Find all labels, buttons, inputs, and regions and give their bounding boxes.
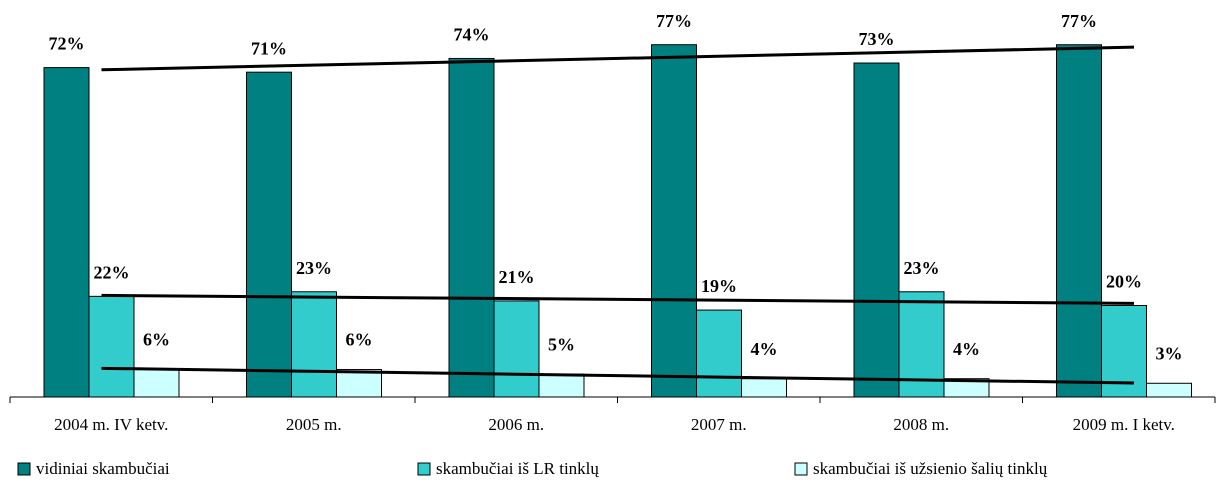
bar: [493, 300, 540, 398]
bar: [133, 369, 180, 398]
data-label: 21%: [499, 267, 535, 287]
x-tick-label: 2005 m.: [286, 415, 342, 434]
data-label: 20%: [1106, 272, 1142, 292]
bar: [1146, 382, 1192, 398]
bar: [43, 67, 90, 398]
data-label: 6%: [143, 330, 170, 350]
bar: [291, 291, 337, 398]
bar: [246, 71, 292, 398]
data-label: 23%: [296, 258, 332, 278]
trend-line: [101, 45, 1135, 72]
data-label: 3%: [1156, 343, 1183, 363]
legend-label: skambučiai iš užsienio šalių tinklų: [813, 459, 1048, 478]
legend-label: vidiniai skambučiai: [36, 459, 170, 478]
data-label: 77%: [656, 11, 692, 31]
x-tick-label: 2008 m.: [893, 415, 949, 434]
data-label: 19%: [701, 276, 737, 296]
legend-swatch: [794, 462, 808, 476]
bar: [651, 44, 697, 398]
bar: [1056, 44, 1102, 398]
data-label: 23%: [904, 258, 940, 278]
data-label: 72%: [49, 34, 85, 54]
data-label: 5%: [548, 334, 575, 354]
data-label: 71%: [251, 38, 287, 58]
data-label: 73%: [859, 29, 895, 49]
data-label: 6%: [346, 330, 373, 350]
data-label: 77%: [1061, 11, 1097, 31]
data-label: 4%: [953, 339, 980, 359]
data-label: 74%: [454, 25, 490, 45]
trend-line: [101, 366, 1135, 385]
x-tick-label: 2004 m. IV ketv.: [54, 415, 168, 434]
bar: [538, 373, 585, 398]
bar: [696, 309, 742, 398]
x-tick-label: 2006 m.: [488, 415, 544, 434]
legend-label: skambučiai iš LR tinklų: [436, 459, 599, 478]
legend-swatch: [417, 462, 431, 476]
bar: [741, 378, 787, 398]
legend-swatch: [17, 462, 31, 476]
data-label: 22%: [94, 262, 130, 282]
bar: [853, 62, 900, 398]
bar: [448, 57, 495, 398]
x-tick-label: 2009 m. I ketv.: [1073, 415, 1175, 434]
bar: [88, 295, 135, 398]
trend-line: [101, 293, 1135, 305]
x-tick-label: 2007 m.: [691, 415, 747, 434]
data-label: 4%: [751, 339, 778, 359]
